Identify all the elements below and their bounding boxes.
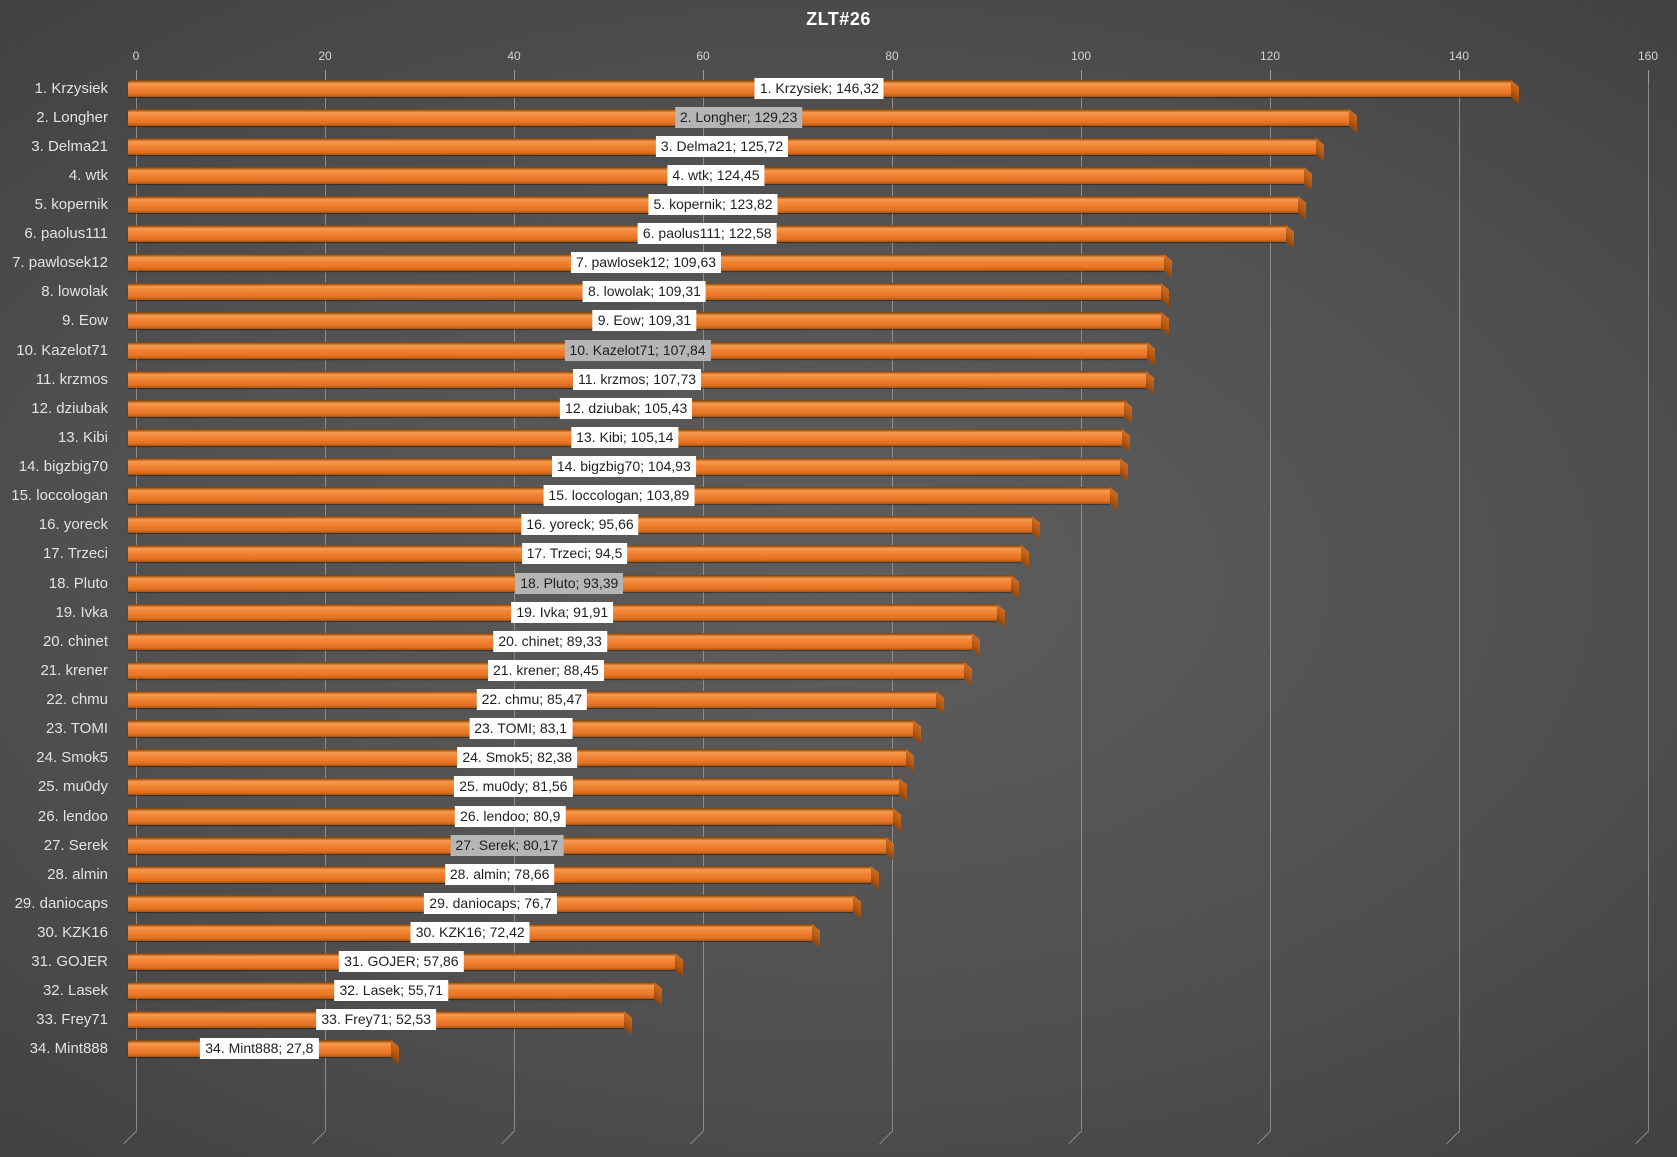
gridline xyxy=(1081,78,1082,1130)
category-label: 22. chmu xyxy=(46,691,108,709)
category-label: 13. Kibi xyxy=(57,428,108,446)
gridline xyxy=(1270,78,1271,1130)
axis-tick xyxy=(703,70,704,83)
category-label: 14. bigzbig70 xyxy=(18,458,108,476)
category-label: 5. kopernik xyxy=(34,195,108,213)
bar-data-label: 5. kopernik; 123,82 xyxy=(648,193,778,215)
category-label: 29. daniocaps xyxy=(14,894,108,912)
bar-data-label: 24. Smok5; 82,38 xyxy=(457,747,578,769)
category-label: 34. Mint888 xyxy=(29,1040,108,1058)
bar-data-label: 16. yoreck; 95,66 xyxy=(521,514,639,536)
axis-tick xyxy=(892,70,893,83)
category-label: 25. mu0dy xyxy=(37,778,108,796)
axis-tick-label: 0 xyxy=(132,49,140,63)
axis-tick-label: 60 xyxy=(696,49,710,63)
category-label: 26. lendoo xyxy=(37,807,108,825)
bar-data-label: 19. Ivka; 91,91 xyxy=(511,601,614,623)
bar-data-label: 13. Kibi; 105,14 xyxy=(571,426,679,448)
category-label: 15. loccologan xyxy=(11,487,108,505)
bar-data-label: 26. lendoo; 80,9 xyxy=(455,805,566,827)
axis-tick-label: 80 xyxy=(885,49,899,63)
category-label: 4. wtk xyxy=(68,166,108,184)
bar-data-label: 30. KZK16; 72,42 xyxy=(410,921,530,943)
bar-data-label: 33. Frey71; 52,53 xyxy=(316,1009,437,1031)
axis-tick xyxy=(1648,70,1649,83)
bar-data-label: 25. mu0dy; 81,56 xyxy=(454,776,573,798)
bar-data-label: 21. krener; 88,45 xyxy=(487,659,604,681)
axis-tick-label: 20 xyxy=(318,49,332,63)
category-label: 3. Delma21 xyxy=(31,137,108,155)
axis-tick xyxy=(325,70,326,83)
bar-data-label: 7. pawlosek12; 109,63 xyxy=(570,252,722,274)
category-label: 1. Krzysiek xyxy=(34,79,108,97)
bar-data-label: 34. Mint888; 27,8 xyxy=(200,1038,319,1060)
bar-data-label: 2. Longher; 129,23 xyxy=(674,106,803,128)
category-label: 9. Eow xyxy=(62,312,108,330)
axis-tick xyxy=(514,70,515,83)
axis-tick-label: 140 xyxy=(1448,49,1470,63)
axis-tick-label: 40 xyxy=(507,49,521,63)
category-label: 10. Kazelot71 xyxy=(16,341,108,359)
bar-data-label: 18. Pluto; 93,39 xyxy=(515,572,624,594)
axis-tick-label: 120 xyxy=(1259,49,1281,63)
category-label: 21. krener xyxy=(40,661,108,679)
chart-title: ZLT#26 xyxy=(806,9,871,29)
bar-data-label: 6. paolus111; 122,58 xyxy=(637,223,777,245)
category-label: 23. TOMI xyxy=(46,720,108,738)
bar-data-label: 9. Eow; 109,31 xyxy=(592,310,697,332)
category-label: 11. krzmos xyxy=(35,370,108,388)
bar-data-label: 32. Lasek; 55,71 xyxy=(334,980,448,1002)
gridline xyxy=(1648,78,1649,1130)
category-label: 28. almin xyxy=(47,865,108,883)
bar-data-label: 14. bigzbig70; 104,93 xyxy=(551,456,696,478)
bar-data-label: 11. krzmos; 107,73 xyxy=(573,368,702,390)
bar-data-label: 4. wtk; 124,45 xyxy=(667,164,765,186)
category-label: 18. Pluto xyxy=(48,574,108,592)
category-label: 19. Ivka xyxy=(55,603,108,621)
bar-data-label: 29. daniocaps; 76,7 xyxy=(424,892,557,914)
axis-tick xyxy=(1081,70,1082,83)
category-label: 8. lowolak xyxy=(41,283,108,301)
bar-data-label: 3. Delma21; 125,72 xyxy=(655,135,789,157)
axis-tick xyxy=(136,70,137,83)
bar-data-label: 22. chmu; 85,47 xyxy=(476,689,588,711)
bar-data-label: 17. Trzeci; 94,5 xyxy=(521,543,628,565)
category-label: 33. Frey71 xyxy=(36,1011,108,1029)
bar-data-label: 28. almin; 78,66 xyxy=(444,863,555,885)
category-label: 12. dziubak xyxy=(31,399,108,417)
category-label: 17. Trzeci xyxy=(42,545,108,563)
axis-tick xyxy=(1270,70,1271,83)
category-label: 27. Serek xyxy=(43,836,108,854)
bar-data-label: 10. Kazelot71; 107,84 xyxy=(564,339,711,361)
bar-data-label: 12. dziubak; 105,43 xyxy=(560,397,693,419)
bar-data-label: 15. loccologan; 103,89 xyxy=(543,485,695,507)
gridline xyxy=(1459,78,1460,1130)
bar-data-label: 20. chinet; 89,33 xyxy=(493,630,607,652)
category-label: 32. Lasek xyxy=(42,982,108,1000)
axis-tick xyxy=(1459,70,1460,83)
category-label: 7. pawlosek12 xyxy=(12,254,108,272)
category-label: 30. KZK16 xyxy=(37,923,108,941)
axis-tick-label: 160 xyxy=(1637,49,1659,63)
category-label: 31. GOJER xyxy=(31,953,108,971)
axis-tick-label: 100 xyxy=(1070,49,1092,63)
bar-data-label: 23. TOMI; 83,1 xyxy=(469,718,573,740)
category-label: 2. Longher xyxy=(36,108,108,126)
category-label: 24. Smok5 xyxy=(36,749,108,767)
bar-data-label: 1. Krzysiek; 146,32 xyxy=(754,77,884,99)
bar-data-label: 8. lowolak; 109,31 xyxy=(583,281,706,303)
category-label: 20. chinet xyxy=(42,632,108,650)
bar-data-label: 27. Serek; 80,17 xyxy=(450,834,564,856)
bar-data-label: 31. GOJER; 57,86 xyxy=(339,951,464,973)
category-label: 16. yoreck xyxy=(38,516,108,534)
category-label: 6. paolus111 xyxy=(24,225,108,243)
